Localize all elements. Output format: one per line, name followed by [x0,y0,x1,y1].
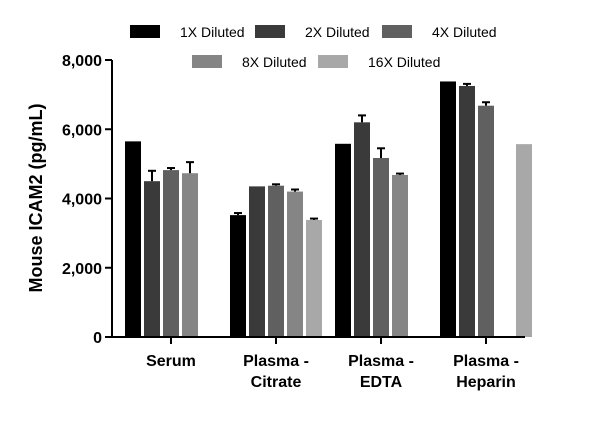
x-tick-label: Serum [146,353,196,370]
legend-label: 16X Diluted [368,54,440,70]
legend-swatch [130,25,160,38]
x-tick-label: Plasma - [348,353,414,370]
x-tick-label: EDTA [360,374,403,391]
bar [335,143,351,337]
legend-label: 2X Diluted [305,24,370,40]
bar [249,186,265,337]
y-tick-label: 4,000 [62,192,102,209]
bars [125,81,532,337]
bar [287,191,303,337]
y-tick-label: 8,000 [62,53,102,70]
legend-swatch [318,55,348,68]
bar [144,181,160,337]
y-tick-label: 0 [93,330,102,347]
y-axis-label: Mouse ICAM2 (pg/mL) [26,104,46,293]
bar [354,122,370,337]
legend-label: 1X Diluted [180,24,245,40]
legend-swatch [255,25,285,38]
x-tick-label: Plasma - [453,353,519,370]
bar [182,173,198,337]
x-tick-label: Citrate [251,374,302,391]
bar [163,170,179,337]
y-tick-label: 6,000 [62,122,102,139]
bar [230,215,246,337]
bar [392,174,408,337]
bar [459,85,475,337]
y-axis: 0 2,000 4,000 6,000 8,000 [62,53,113,347]
legend-swatch [192,55,222,68]
legend-label: 8X Diluted [242,54,307,70]
bar [478,105,494,337]
bar [268,185,284,337]
legend: 1X Diluted 2X Diluted 4X Diluted 8X Diluted… [130,24,497,70]
legend-label: 4X Diluted [432,24,497,40]
x-axis: Serum Plasma - Citrate Plasma - EDTA Plasma -… [112,336,525,391]
bar [306,219,322,337]
bar [125,141,141,337]
y-tick-label: 2,000 [62,261,102,278]
bar [516,144,532,337]
legend-swatch [382,25,412,38]
x-tick-label: Heparin [456,374,516,391]
bar [440,81,456,337]
x-tick-label: Plasma - [243,353,309,370]
bar [373,157,389,337]
